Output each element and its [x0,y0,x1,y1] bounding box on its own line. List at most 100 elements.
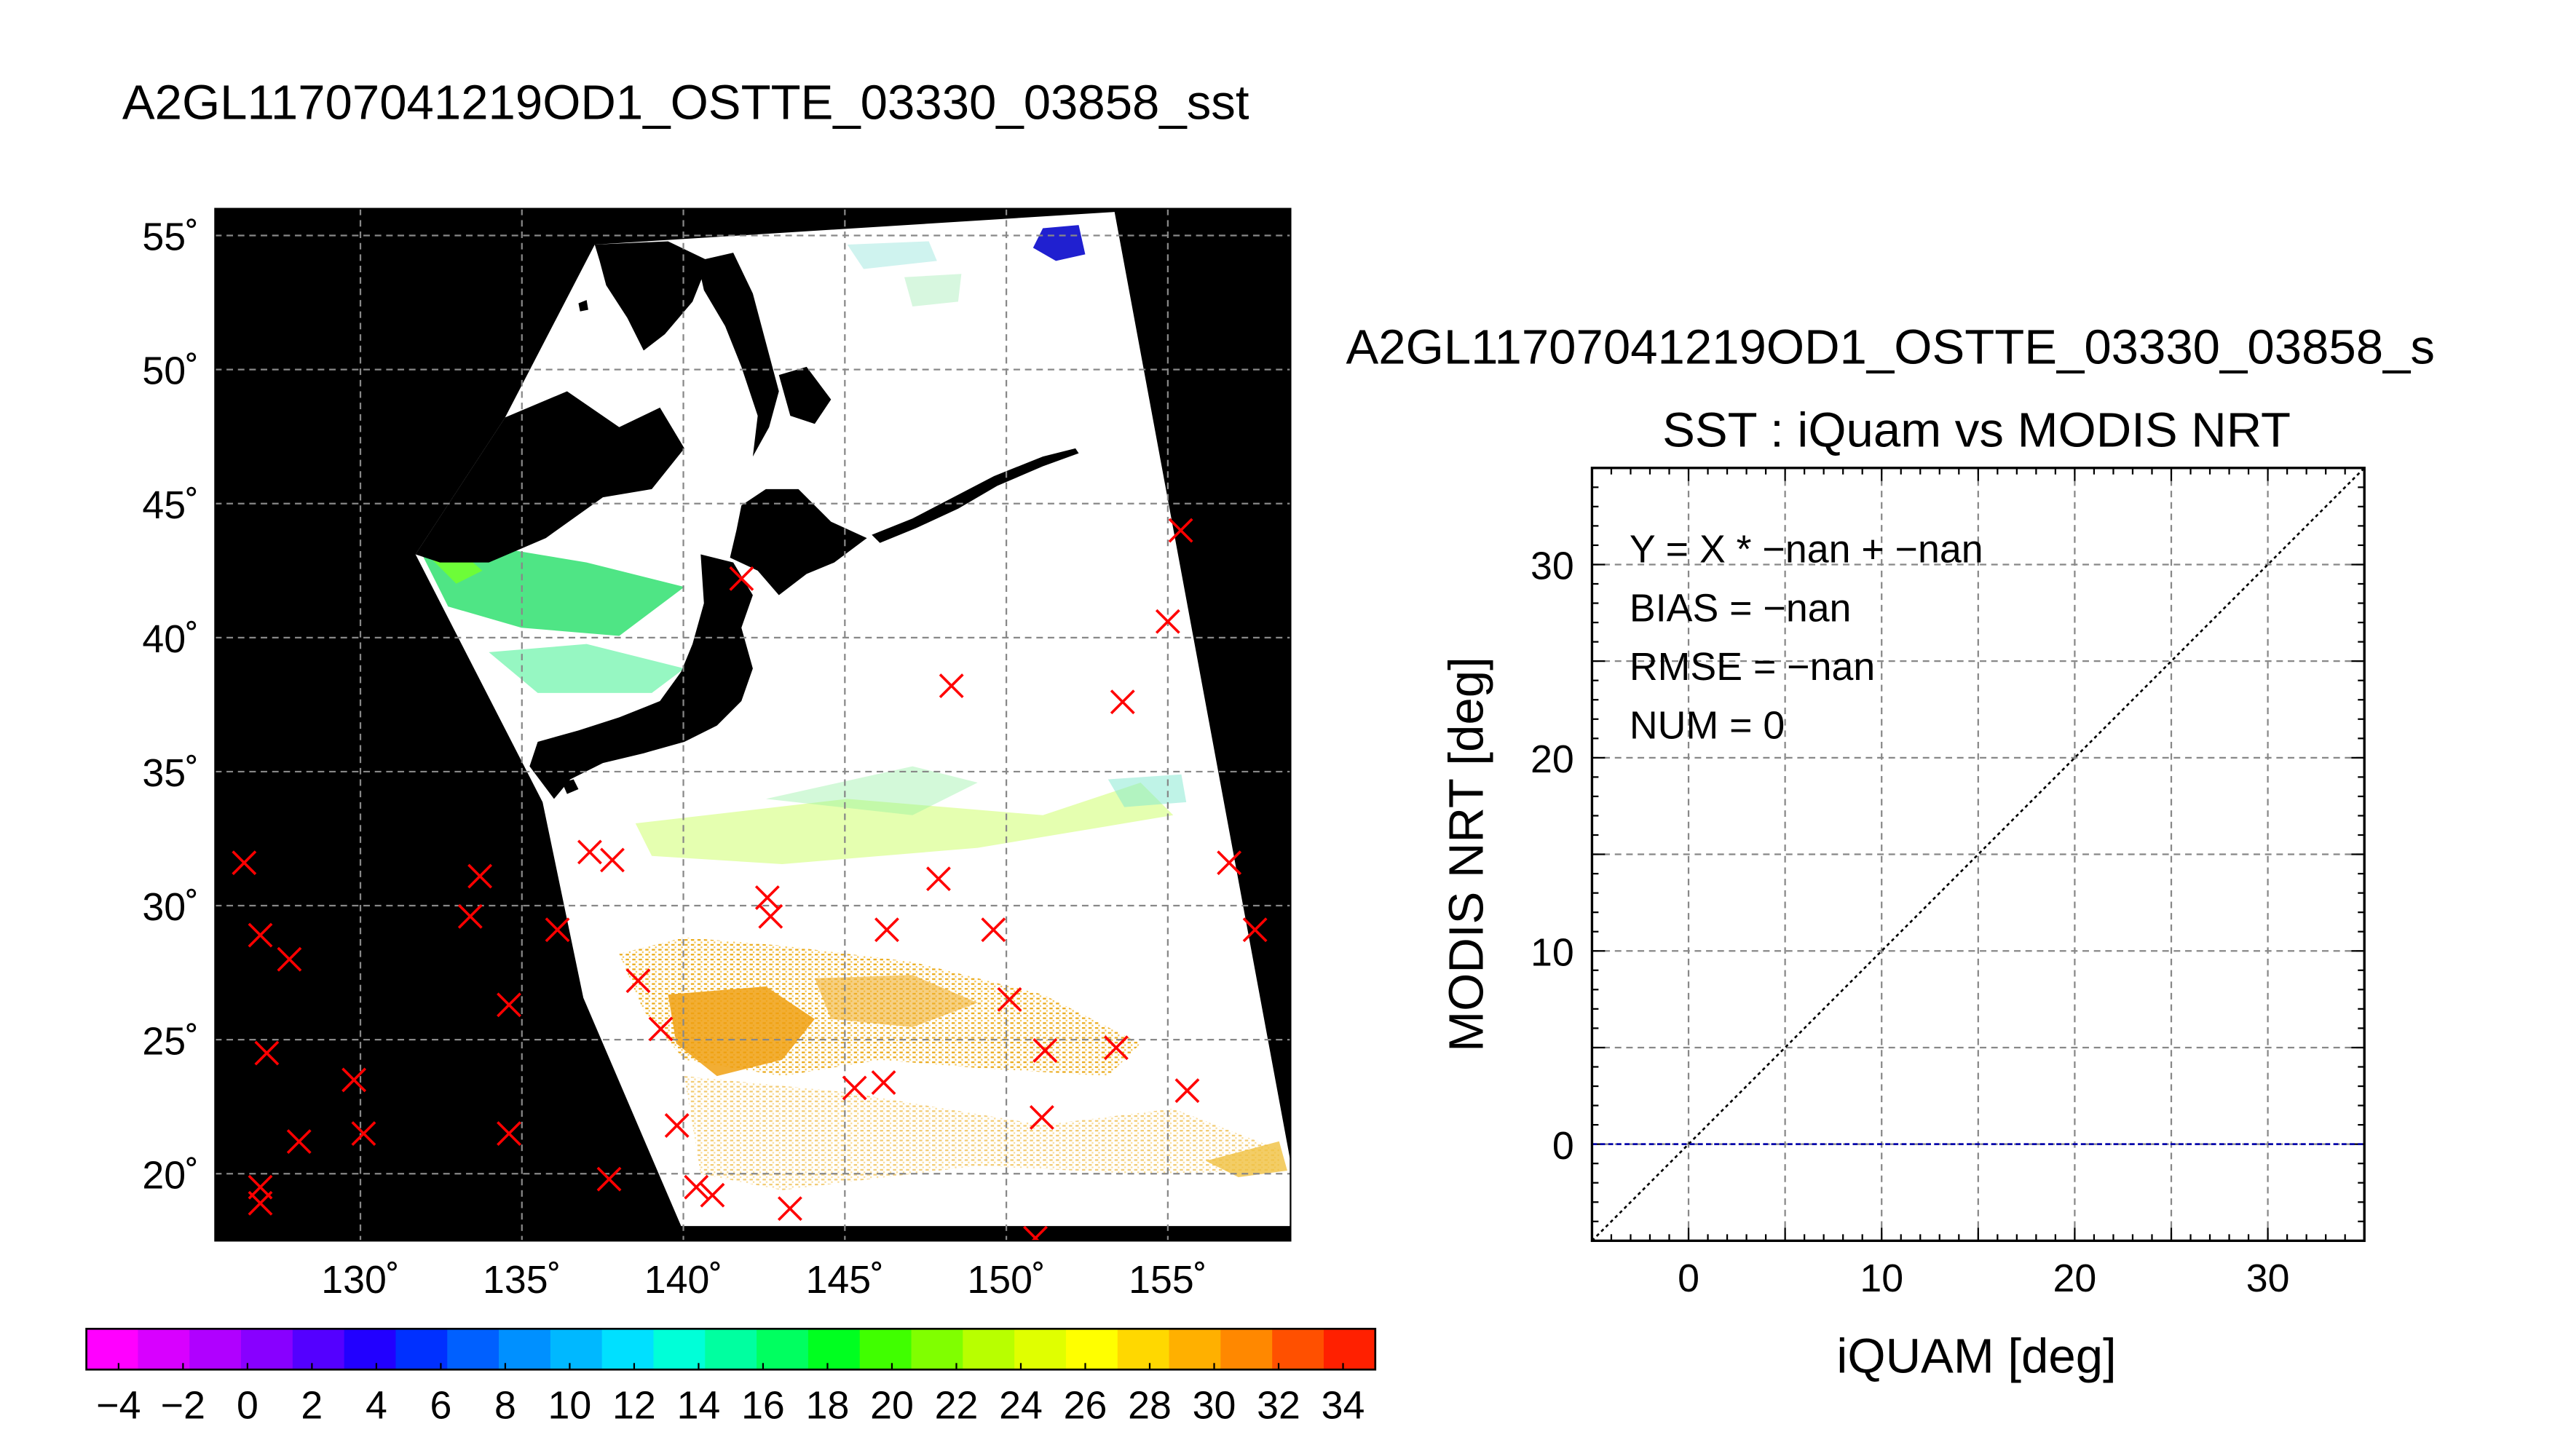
colorbar-labels: −4 −2 0 2 4 6 8 10 12 14 16 18 20 22 24 26 28 30 32 34 [96,1363,1365,1427]
observation-marker [684,1174,709,1200]
lat-label: 50˚ [142,349,199,393]
colorbar-border [85,1327,1377,1371]
colorbar-swatch [1014,1329,1067,1370]
observation-marker [1103,1035,1129,1061]
colorbar-label: 16 [741,1383,785,1427]
lat-label: 45˚ [142,483,199,527]
lon-label: 150˚ [967,1258,1045,1302]
lat-label: 40˚ [142,617,199,661]
observation-marker [871,1070,896,1096]
lon-label: 155˚ [1129,1258,1207,1302]
colorbar-label: 4 [366,1383,387,1427]
observation-marker [1029,1105,1054,1130]
lon-label: 140˚ [644,1258,722,1302]
observation-marker [545,917,570,943]
y-tick-label: 20 [1531,737,1574,781]
observation-marker [497,1121,521,1146]
observation-marker [1155,609,1180,634]
plot-border [1590,467,2366,1243]
observation-marker [1023,1225,1048,1241]
observation-marker [842,1075,867,1101]
observation-marker [596,1166,622,1192]
colorbar-label: 30 [1193,1383,1236,1427]
y-tick-labels: 0 10 20 30 [1531,545,1574,1168]
colorbar-label: 10 [548,1383,592,1427]
colorbar-label: 12 [612,1383,656,1427]
y-tick-label: 0 [1552,1124,1574,1168]
colorbar-swatch [189,1329,242,1370]
colorbar-swatch [1220,1329,1273,1370]
land [415,241,1079,799]
observation-marker [729,566,754,591]
observation-markers [232,518,1268,1241]
observation-marker [1168,518,1193,543]
colorbar-label: 6 [430,1383,451,1427]
plot-grid [1592,467,2365,1241]
lat-label: 35˚ [142,751,199,795]
colorbar-swatch [653,1329,706,1370]
colorbar-swatch [499,1329,551,1370]
observation-marker [1174,1078,1200,1104]
colorbar-label: 0 [237,1383,258,1427]
observation-marker [981,917,1006,943]
colorbar-swatch [757,1329,810,1370]
colorbar-label: 20 [870,1383,914,1427]
y-tick-label: 10 [1531,930,1574,974]
colorbar-swatch [963,1329,1016,1370]
observation-marker [467,863,493,889]
lon-axis-labels: 130˚ 135˚ 140˚ 145˚ 150˚ 155˚ [321,1258,1207,1302]
lat-label: 30˚ [142,885,199,929]
colorbar-swatch [1065,1329,1118,1370]
colorbar-label: 26 [1064,1383,1107,1427]
observation-marker [939,673,964,699]
colorbar-swatch [395,1329,449,1370]
observation-marker [351,1121,376,1146]
colorbar-label: 32 [1257,1383,1300,1427]
colorbar-label: 28 [1128,1383,1172,1427]
observation-marker [648,1016,674,1042]
colorbar-label: 34 [1322,1383,1365,1427]
y-axis-label: MODIS NRT [deg] [1440,657,1494,1052]
observation-marker [577,839,602,865]
regression-stats: Y = X * −nan + −nan BIAS = −nan RMSE = −… [1630,528,1983,748]
observation-marker [341,1067,367,1093]
colorbar [85,1327,1377,1371]
colorbar-label: 22 [935,1383,979,1427]
observation-marker [777,1196,802,1222]
colorbar-label: 8 [494,1383,516,1427]
colorbar-swatch [859,1329,912,1370]
observation-marker [457,903,483,929]
colorbar-label: 18 [806,1383,850,1427]
x-tick-label: 30 [2246,1257,2290,1300]
observation-marker [874,917,899,943]
colorbar-swatch [1272,1329,1325,1370]
colorbar-swatch [911,1329,964,1370]
map-title: A2GL11707041219OD1_OSTTE_03330_03858_sst [122,75,1249,130]
colorbar-swatch [705,1329,758,1370]
colorbar-swatch [241,1329,293,1370]
stat-bias: BIAS = −nan [1630,586,1852,630]
observation-marker [1242,917,1268,943]
map-frame [215,208,1291,1241]
x-tick-labels: 0 10 20 30 [1678,1257,2289,1300]
map-border [214,207,1292,1242]
observation-marker [254,1040,280,1066]
observation-marker [1110,689,1135,715]
colorbar-swatch [344,1329,397,1370]
sst-field [420,225,1287,1190]
observation-marker [232,850,257,876]
observation-marker [248,1190,273,1216]
colorbar-label: −4 [96,1383,141,1427]
colorbar-swatch [1323,1329,1376,1370]
colorbar-label: 24 [999,1383,1043,1427]
colorbar-swatch [292,1329,345,1370]
colorbar-swatch [807,1329,861,1370]
stat-regression: Y = X * −nan + −nan [1630,528,1983,571]
lat-label: 20˚ [142,1153,199,1197]
x-axis-label: iQUAM [deg] [1836,1329,2116,1384]
lon-label: 145˚ [806,1258,884,1302]
observation-marker [1217,850,1242,876]
map-grid [215,208,1291,1241]
colorbar-swatch [1169,1329,1222,1370]
lon-label: 135˚ [483,1258,561,1302]
